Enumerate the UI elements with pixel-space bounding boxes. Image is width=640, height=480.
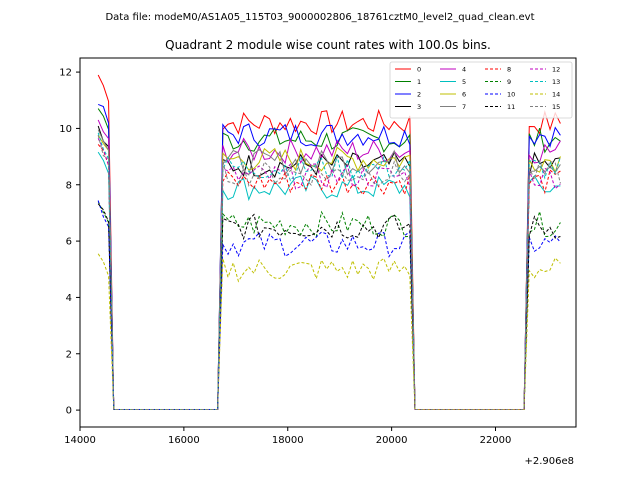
legend-label-11: 11	[507, 103, 515, 111]
x-offset-label: +2.906e8	[524, 456, 574, 467]
x-tick-label-16000: 16000	[168, 435, 200, 446]
legend-label-7: 7	[462, 103, 466, 111]
y-tick-label-8: 8	[66, 180, 72, 191]
y-tick-label-4: 4	[66, 293, 72, 304]
chart-title: Quadrant 2 module wise count rates with …	[165, 38, 491, 52]
y-tick-label-6: 6	[66, 237, 72, 248]
x-tick-label-14000: 14000	[64, 435, 96, 446]
x-tick-label-20000: 20000	[376, 435, 408, 446]
legend-label-1: 1	[417, 78, 421, 86]
chart-suptitle: Data file: modeM0/AS1A05_115T03_90000028…	[105, 12, 534, 23]
legend-label-3: 3	[417, 103, 421, 111]
series-line-14	[97, 253, 561, 411]
x-axis: 14000 16000 18000 20000 22000	[64, 427, 511, 446]
x-tick-label-22000: 22000	[480, 435, 512, 446]
legend-label-12: 12	[552, 66, 560, 74]
legend-frame	[389, 61, 573, 119]
legend-label-8: 8	[507, 66, 511, 74]
y-tick-label-12: 12	[59, 68, 72, 79]
x-tick-label-18000: 18000	[272, 435, 304, 446]
legend-label-15: 15	[552, 103, 560, 111]
legend-label-10: 10	[507, 91, 515, 99]
legend-label-6: 6	[462, 91, 466, 99]
legend-label-14: 14	[552, 91, 560, 99]
legend-label-5: 5	[462, 78, 466, 86]
y-tick-label-2: 2	[66, 349, 72, 360]
legend-label-13: 13	[552, 78, 560, 86]
legend-label-2: 2	[417, 91, 421, 99]
series-group	[97, 74, 561, 411]
legend-label-4: 4	[462, 66, 466, 74]
legend-label-0: 0	[417, 66, 421, 74]
y-tick-label-0: 0	[66, 406, 72, 417]
plot-area	[79, 57, 577, 428]
y-axis: 0 2 4 6 8 10 12	[59, 68, 80, 417]
legend-label-9: 9	[507, 78, 511, 86]
axes-frame	[79, 57, 577, 428]
y-tick-label-10: 10	[59, 124, 72, 135]
